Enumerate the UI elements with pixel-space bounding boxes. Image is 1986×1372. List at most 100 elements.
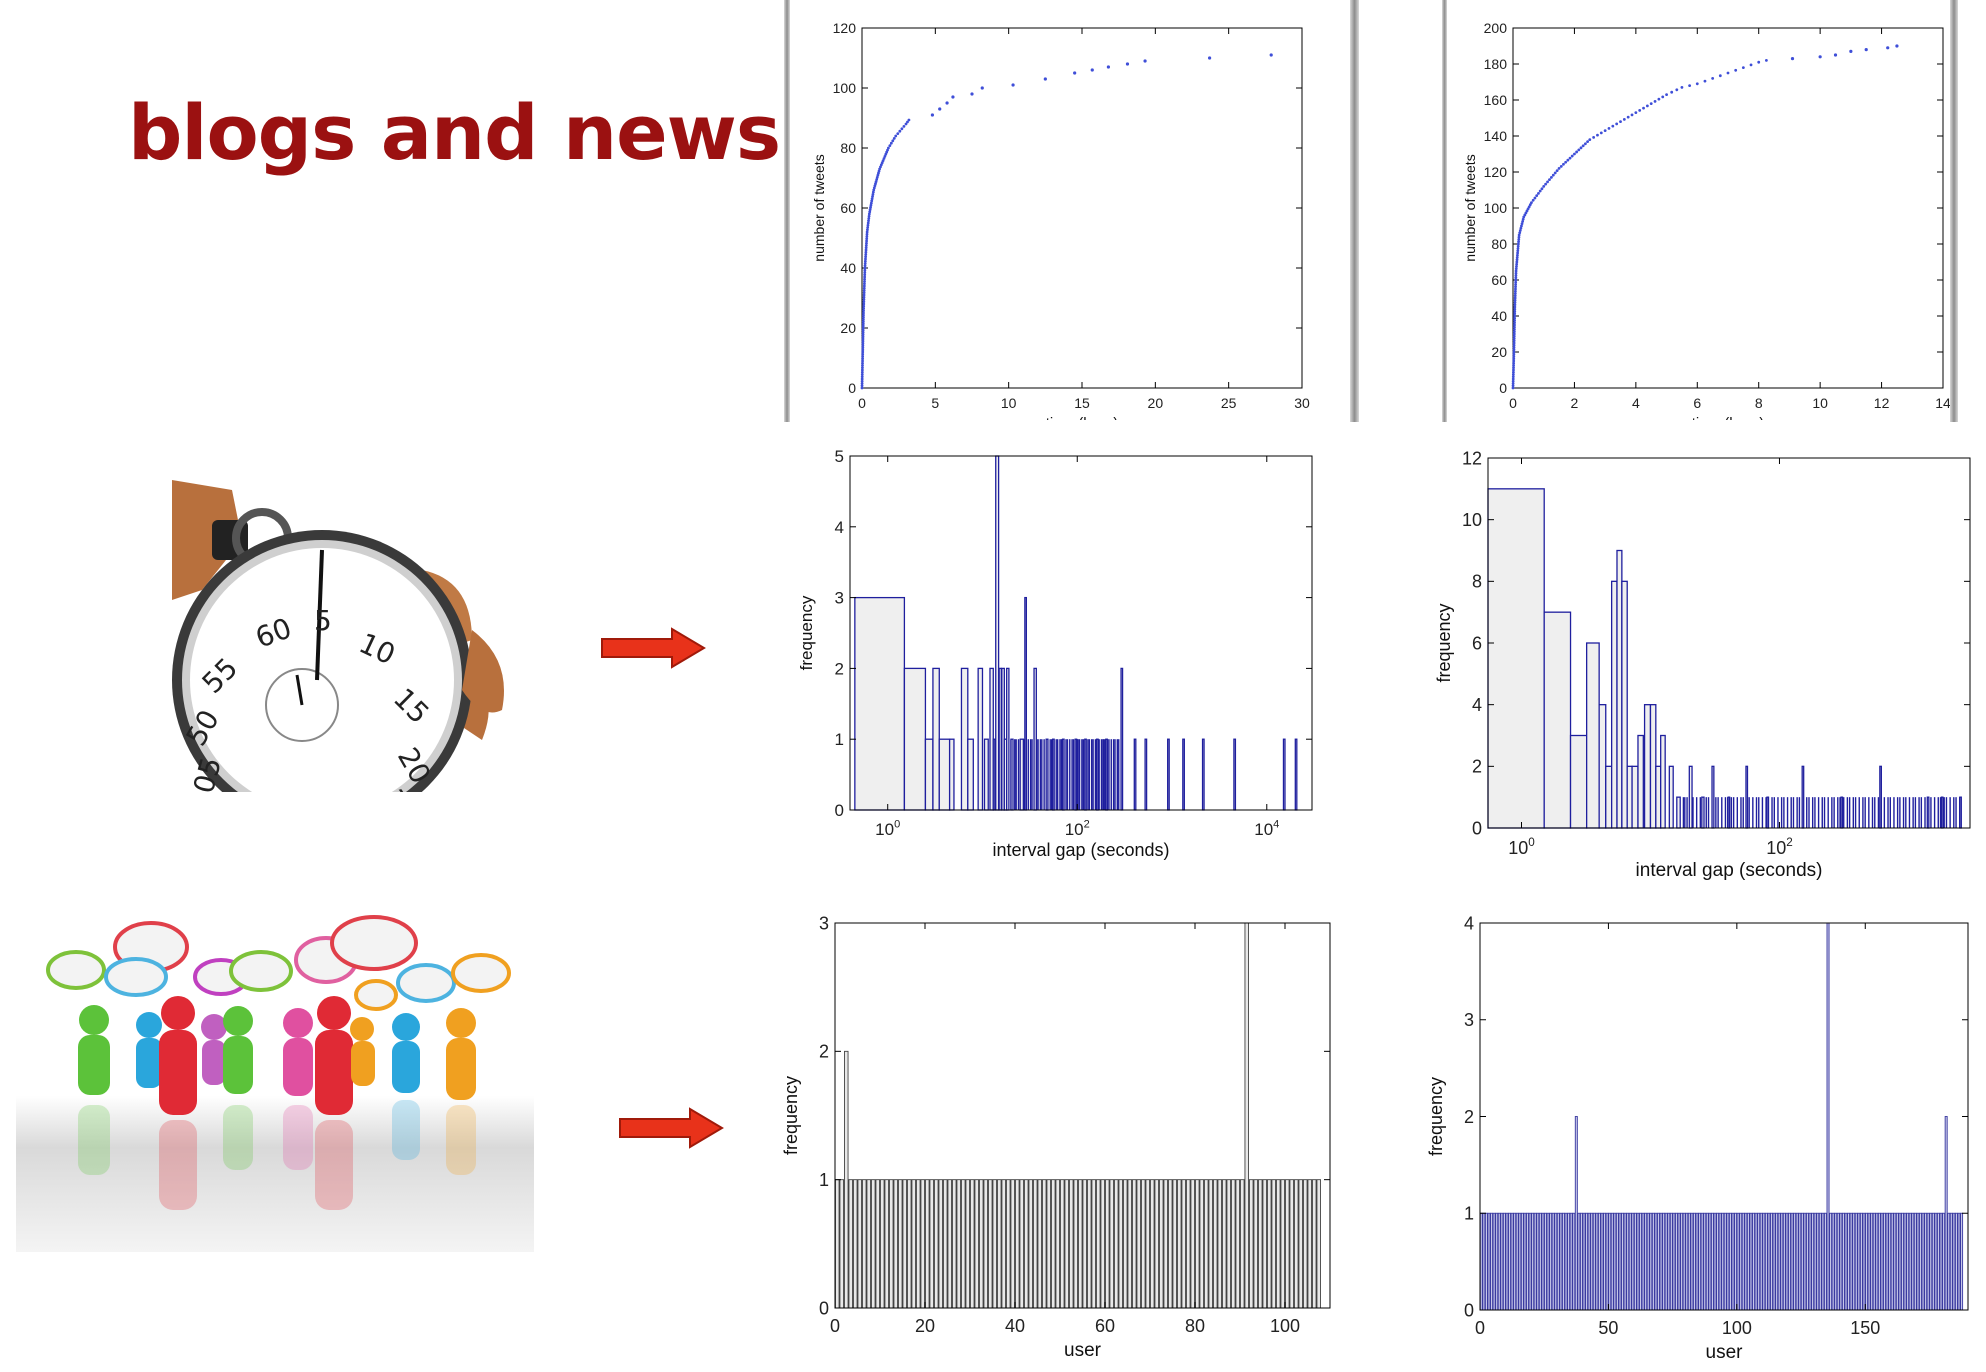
user-bar — [1936, 1212, 1940, 1311]
user-bar — [1226, 1179, 1232, 1309]
x-tick-label: 10 — [1001, 395, 1017, 411]
user-bar — [906, 1179, 912, 1309]
user-bar — [1482, 1212, 1486, 1311]
user-bar — [1231, 1179, 1236, 1309]
data-point — [872, 188, 876, 192]
frame-edge — [1442, 0, 1447, 422]
histogram-bar — [1643, 704, 1652, 829]
histogram-bar — [967, 738, 974, 811]
data-point — [1513, 298, 1517, 302]
data-point — [1573, 152, 1576, 156]
histogram-bar — [1879, 765, 1882, 829]
histogram-bar — [1010, 738, 1014, 811]
user-bar — [1669, 1212, 1673, 1311]
data-point — [1588, 138, 1592, 142]
user-bar — [1145, 1179, 1151, 1309]
user-bar — [1531, 1212, 1535, 1311]
x-tick-label: 10 — [1812, 395, 1828, 411]
data-point — [1516, 244, 1520, 248]
user-bar — [956, 1179, 961, 1309]
user-bar — [1492, 1212, 1496, 1311]
user-bar — [902, 1179, 907, 1309]
y-tick-label: 10 — [1462, 510, 1482, 530]
x-tick-label: 50 — [1598, 1318, 1618, 1338]
x-tick-label: 6 — [1693, 395, 1701, 411]
data-point — [863, 271, 867, 274]
user-bar — [1659, 1212, 1663, 1311]
user-bar — [1746, 1212, 1750, 1311]
y-tick-label: 100 — [833, 80, 857, 96]
data-point — [1514, 271, 1518, 275]
user-bar — [1513, 1212, 1517, 1311]
data-point — [1553, 171, 1557, 175]
user-bar — [1672, 1212, 1676, 1311]
user-bar — [1154, 1179, 1160, 1309]
data-point — [1592, 135, 1596, 139]
data-point — [1513, 305, 1517, 309]
data-point — [864, 246, 868, 250]
user-bar — [897, 1179, 903, 1309]
user-bar — [861, 1179, 867, 1309]
data-point — [1886, 46, 1890, 50]
data-point — [862, 291, 866, 295]
data-point — [1764, 59, 1768, 62]
user-bar — [1141, 1179, 1146, 1309]
data-point — [1619, 120, 1622, 123]
data-point — [870, 197, 874, 201]
user-bar — [1944, 1116, 1948, 1311]
data-point — [1518, 231, 1522, 235]
data-point — [862, 313, 865, 317]
data-point — [862, 307, 866, 310]
histogram-bar — [1637, 734, 1644, 829]
data-point — [1512, 341, 1516, 345]
data-point — [871, 195, 874, 198]
y-tick-label: 0 — [848, 380, 856, 396]
y-tick-label: 6 — [1472, 633, 1482, 653]
histogram-bar — [1649, 704, 1657, 829]
data-point — [866, 226, 870, 229]
user-bar — [1931, 1212, 1935, 1311]
plot-frame — [849, 455, 1313, 811]
user-bar — [1708, 1212, 1712, 1311]
user-bar — [1595, 1212, 1599, 1311]
data-point — [1512, 352, 1516, 356]
user-bar — [1687, 1212, 1691, 1311]
user-bar — [1798, 1212, 1802, 1311]
data-point — [1520, 224, 1523, 228]
user-bar — [1544, 1212, 1547, 1311]
user-bar — [1639, 1212, 1643, 1311]
y-tick-label: 2 — [1472, 757, 1482, 777]
histogram-bar — [1084, 738, 1087, 811]
x-tick-label: 100 — [1722, 1318, 1752, 1338]
x-tick-label: 14 — [1935, 395, 1950, 411]
data-point — [1125, 62, 1130, 66]
data-point — [1818, 55, 1822, 59]
user-bar — [1505, 1212, 1509, 1311]
data-point — [1512, 364, 1515, 367]
plot-frame — [1512, 27, 1944, 389]
data-point — [1511, 377, 1515, 381]
data-point — [1749, 63, 1753, 67]
user-bar — [1181, 1179, 1187, 1309]
user-bar — [1603, 1212, 1607, 1311]
data-point — [1514, 274, 1518, 277]
user-bar — [1942, 1212, 1946, 1311]
data-point — [865, 232, 869, 236]
user-bar — [1510, 1212, 1514, 1311]
data-point — [860, 384, 864, 388]
user-bar — [1890, 1212, 1894, 1311]
data-point — [879, 165, 882, 169]
x-tick-label: 25 — [1221, 395, 1237, 411]
y-tick-label: 120 — [1484, 164, 1508, 180]
user-bar — [857, 1179, 862, 1309]
user-bar — [1780, 1212, 1784, 1311]
data-point — [1551, 173, 1555, 177]
data-point — [864, 255, 868, 259]
y-tick-label: 0 — [819, 1298, 829, 1318]
data-point — [1513, 289, 1517, 293]
x-tick-label: 40 — [1005, 1316, 1025, 1336]
user-bar — [1127, 1179, 1133, 1309]
user-bar — [1700, 1212, 1704, 1311]
user-bar — [1487, 1212, 1491, 1311]
data-point — [878, 167, 881, 171]
